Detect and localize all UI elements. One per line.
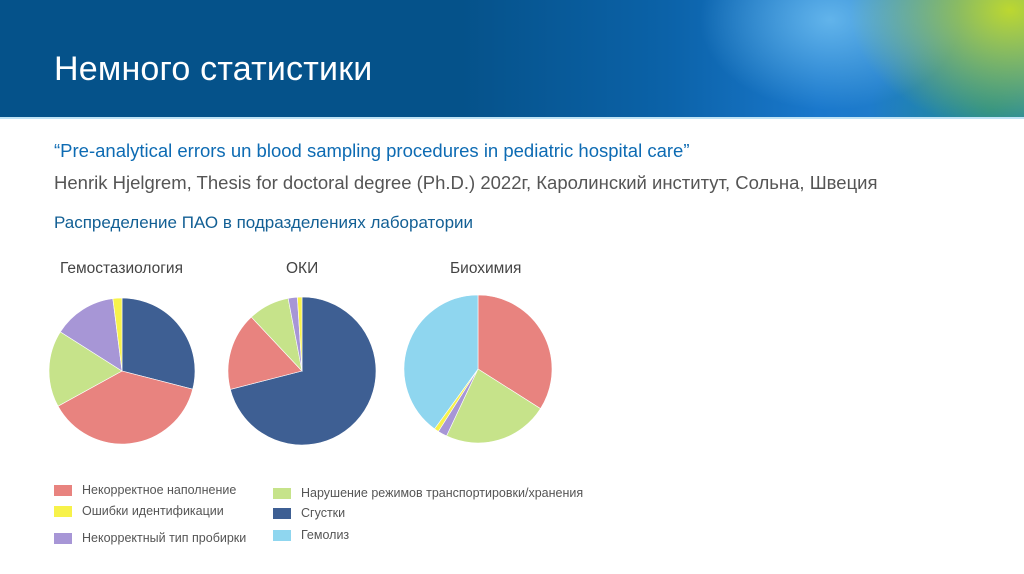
legend-label: Некорректный тип пробирки xyxy=(82,531,247,545)
chart-title-oki: ОКИ xyxy=(286,260,319,277)
pie-slice xyxy=(48,331,123,407)
legend-swatch xyxy=(273,529,291,541)
pie-chart-hemostasis xyxy=(48,297,196,445)
legend-swatch xyxy=(273,487,291,499)
legend-swatch xyxy=(54,532,72,544)
pie-slice xyxy=(229,296,377,446)
legend-swatch xyxy=(54,505,72,517)
chart-title-hemostasis: Гемостазиология xyxy=(60,260,183,277)
legend-label: Некорректное наполнение xyxy=(82,483,237,497)
legend-swatch xyxy=(54,484,72,496)
pie-slice xyxy=(227,316,303,390)
source-citation: Henrik Hjelgrem, Thesis for doctoral deg… xyxy=(54,172,878,193)
pie-slice xyxy=(297,296,303,372)
pie-slice xyxy=(112,297,123,372)
pie-slice xyxy=(57,370,194,445)
legend-item-hemolysis: Гемолиз xyxy=(273,528,349,542)
pie-slice xyxy=(477,294,553,410)
legend-label: Гемолиз xyxy=(301,528,350,542)
header-divider xyxy=(0,117,1024,119)
legend-item-transport-storage: Нарушение режимов транспортировки/хранен… xyxy=(273,486,583,500)
slide-title: Немного статистики xyxy=(54,50,373,88)
legend-item-wrong-tube: Некорректный тип пробирки xyxy=(54,531,246,545)
pie-slice xyxy=(59,298,123,372)
pie-chart-oki xyxy=(227,296,377,446)
chart-title-biochemistry: Биохимия xyxy=(450,260,522,277)
pie-slice xyxy=(446,368,541,444)
legend-label: Ошибки идентификации xyxy=(82,504,224,518)
pie-chart-biochemistry xyxy=(403,294,553,444)
header-banner xyxy=(0,0,1024,117)
section-subtitle: Распределение ПАО в подразделениях лабор… xyxy=(54,213,474,232)
legend-swatch xyxy=(273,507,291,519)
legend-item-incorrect-filling: Некорректное наполнение xyxy=(54,483,236,497)
legend-label: Сгустки xyxy=(301,506,346,520)
pie-slice xyxy=(403,294,479,430)
pie-slice xyxy=(121,297,196,390)
legend-item-identification-errors: Ошибки идентификации xyxy=(54,504,224,518)
legend-item-clots: Сгустки xyxy=(273,506,345,520)
source-quote: “Pre-analytical errors un blood sampling… xyxy=(54,140,690,161)
legend-label: Нарушение режимов транспортировки/хранен… xyxy=(301,486,584,500)
